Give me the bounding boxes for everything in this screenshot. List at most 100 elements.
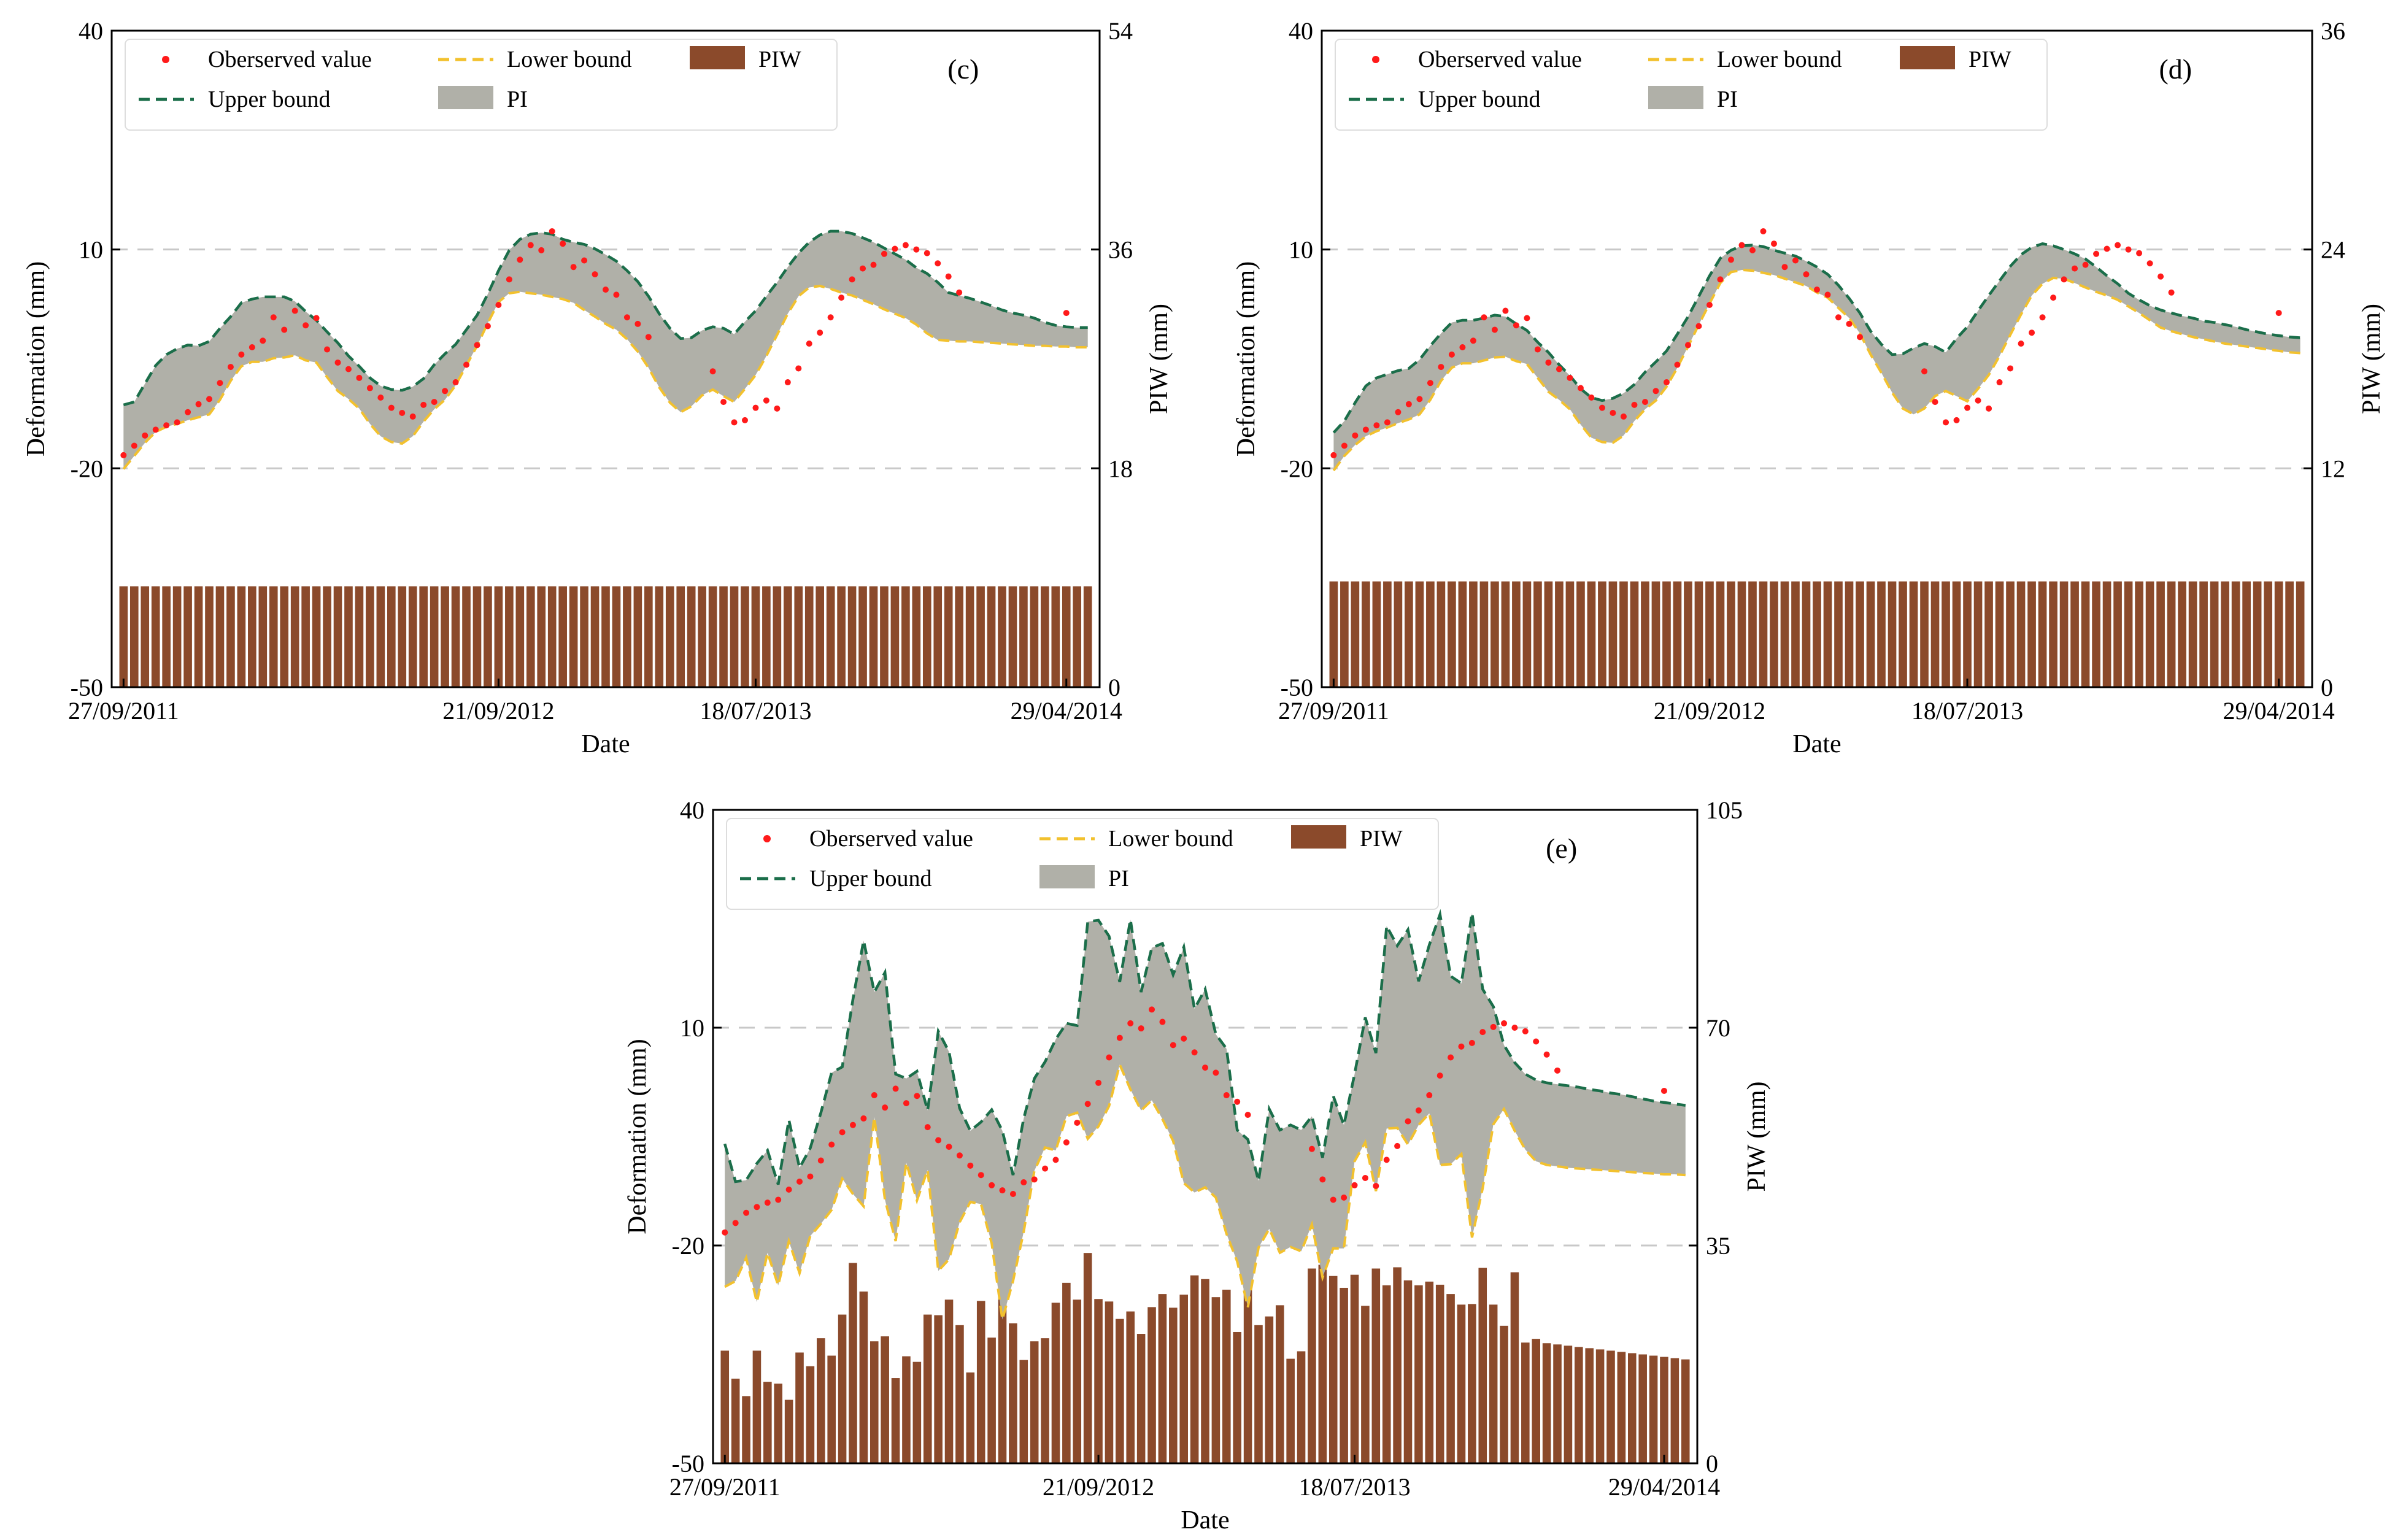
observed-point [1341, 442, 1348, 449]
observed-point [2158, 273, 2164, 280]
observed-point [174, 419, 180, 426]
observed-point [1095, 1079, 1102, 1086]
observed-point [238, 351, 245, 358]
piw-bar [934, 1315, 943, 1463]
y-tick-label: 40 [79, 17, 103, 45]
observed-point [645, 334, 652, 341]
chart-panel-e: -50 -20 10 40 0 35 70 105 27/09/2011 21/09/2012 18… [623, 796, 1771, 1534]
observed-point [860, 265, 866, 272]
piw-bar [2274, 581, 2283, 687]
pi-band [1333, 244, 2300, 471]
piw-bar [665, 586, 674, 687]
plot-frame [1321, 29, 2313, 688]
observed-point [377, 395, 384, 401]
piw-bar [1877, 581, 1886, 687]
piw-bar [1468, 1304, 1476, 1463]
piw-bar [558, 586, 567, 687]
observed-point [1588, 395, 1595, 401]
piw-bar [1512, 581, 1521, 687]
piw-bar [441, 586, 449, 687]
legend-piw-label: PIW [758, 47, 801, 72]
piw-bar [933, 586, 943, 687]
piw-bar [1619, 581, 1628, 687]
piw-bar [804, 586, 814, 687]
observed-point [281, 326, 288, 333]
piw-bar [1694, 581, 1703, 687]
piw-bar [1318, 1265, 1327, 1463]
observed-point [1996, 379, 2003, 386]
x-tick-label: 21/09/2012 [1043, 1473, 1154, 1501]
observed-point [506, 276, 512, 283]
piw-bar [922, 586, 931, 687]
observed-point [1835, 314, 1842, 321]
piw-bar [1328, 1276, 1338, 1463]
observed-point [366, 385, 373, 391]
observed-point [1781, 264, 1788, 271]
observed-point [1738, 242, 1745, 248]
observed-point [495, 302, 502, 309]
piw-bar [827, 1355, 836, 1463]
piw-bar [1608, 581, 1618, 687]
piw-bar [1105, 1301, 1114, 1463]
piw-bar [226, 586, 235, 687]
observed-point [1470, 337, 1476, 344]
piw-bar [1930, 581, 1940, 687]
observed-point [1416, 396, 1423, 402]
observed-point [1373, 1182, 1379, 1189]
x-tick-label: 29/04/2014 [1011, 697, 1122, 725]
piw-bar [741, 586, 749, 687]
observed-point [1567, 374, 1573, 381]
upper-bound-line [723, 909, 1686, 1185]
observed-point [1706, 302, 1713, 309]
piw-bar [1394, 581, 1403, 687]
piw-bar [806, 1366, 815, 1463]
piw-bar [590, 586, 600, 687]
piw-bar [816, 586, 825, 687]
piw-bar [280, 586, 289, 687]
observed-point [956, 289, 963, 296]
observed-point [1501, 1020, 1508, 1026]
observed-point [2018, 341, 2024, 347]
y-tick-label: 10 [680, 1014, 704, 1042]
piw-bar [1350, 1274, 1359, 1463]
piw-bar [891, 1378, 900, 1463]
piw-bar [1169, 1307, 1178, 1463]
piw-bar [1585, 1348, 1594, 1463]
piw-bar [1705, 581, 1714, 687]
upper-bound-line [123, 229, 1088, 407]
observed-point [1631, 401, 1638, 408]
piw-bar [1211, 1297, 1220, 1463]
piw-bar [290, 586, 299, 687]
legend-observed-marker [1372, 56, 1379, 63]
piw-bar [1984, 581, 1993, 687]
observed-point [1244, 1112, 1251, 1118]
observed-point [903, 1100, 909, 1107]
piw-bar [1598, 581, 1606, 687]
piw-bar [687, 586, 696, 687]
observed-point [142, 432, 148, 439]
piw-bar [1243, 1280, 1252, 1463]
piw-bar [1041, 1338, 1049, 1463]
observed-point [732, 1220, 739, 1226]
observed-point [989, 1182, 995, 1188]
observed-point [956, 1152, 963, 1159]
piw-bar [387, 586, 396, 687]
legend-pi-label: PI [507, 87, 528, 112]
panel-label: (d) [2159, 53, 2192, 85]
observed-point [570, 264, 577, 271]
observed-point [1610, 409, 1616, 416]
observed-point [1491, 326, 1498, 333]
observed-point [1191, 1049, 1198, 1056]
observed-point [1074, 1120, 1081, 1126]
observed-point [399, 409, 406, 416]
observed-point [1921, 368, 1928, 375]
y2-axis-title: PIW (mm) [2358, 304, 2386, 414]
observed-point [839, 1129, 846, 1136]
piw-bar [472, 586, 482, 687]
piw-bar [430, 586, 439, 687]
piw-bar [987, 586, 996, 687]
observed-point [1554, 1067, 1561, 1074]
piw-bar [2124, 581, 2133, 687]
piw-bar [1942, 581, 1950, 687]
observed-point [1234, 1098, 1241, 1105]
